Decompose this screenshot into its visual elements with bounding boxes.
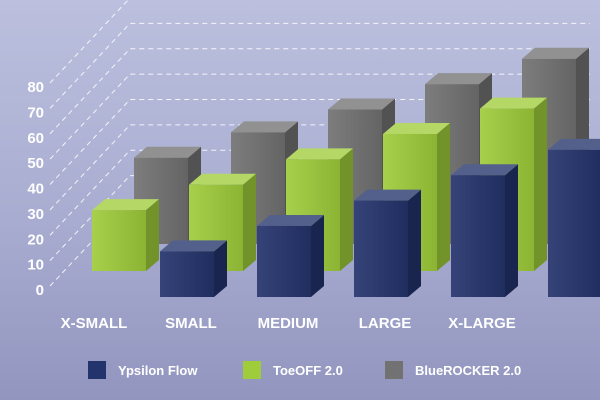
bar-ypsilon-flow-medium [354,189,421,297]
legend-item-toeoff-2-0: ToeOFF 2.0 [243,361,343,379]
bar-top-face [480,97,547,109]
bar-front-face [160,251,214,297]
x-tick-label-medium: MEDIUM [258,315,319,332]
series-ypsilon-flow [160,138,600,297]
y-tick-label-60: 60 [27,130,44,147]
gridline-60 [49,48,590,135]
bar-top-face [451,164,518,176]
x-tick-label-x-small: X-SMALL [61,315,128,332]
y-tick-label-80: 80 [27,79,44,96]
legend-label: BlueROCKER 2.0 [415,363,521,378]
y-tick-label-30: 30 [27,206,44,223]
bar-top-face [286,148,353,160]
bar-top-face [354,189,421,201]
legend-item-ypsilon-flow: Ypsilon Flow [88,361,198,379]
bar-side-face [505,164,518,297]
bar-front-face [548,149,600,297]
bar-top-face [383,122,450,134]
bar-top-face [189,173,256,185]
bar-side-face [214,240,227,297]
bar-front-face [257,225,311,297]
bar-side-face [534,97,547,271]
bar-front-face [92,210,146,271]
gridline-70 [49,22,590,109]
y-tick-label-20: 20 [27,231,44,248]
bar-top-face [160,240,227,252]
legend-swatch [243,361,261,379]
legend: Ypsilon Flow ToeOFF 2.0 BlueROCKER 2.0 [88,361,521,379]
bar-top-face [328,98,395,110]
x-tick-label-x-large: X-LARGE [448,315,516,332]
bar-side-face [408,189,421,297]
bar-ypsilon-flow-x-small [160,240,227,297]
bar-ypsilon-flow-small [257,214,324,297]
x-tick-label-large: LARGE [359,315,412,332]
bar-side-face [311,214,324,297]
y-tick-label-70: 70 [27,104,44,121]
bar-front-face [354,200,408,297]
y-tick-label-40: 40 [27,181,44,198]
legend-swatch [88,361,106,379]
bar-ypsilon-flow-large [451,164,518,297]
bar-top-face [92,199,159,211]
y-tick-label-0: 0 [36,282,44,299]
y-tick-label-50: 50 [27,155,44,172]
legend-label: ToeOFF 2.0 [273,363,343,378]
bar-ypsilon-flow-x-large [548,138,600,297]
gridline-80 [49,0,129,84]
bar-top-face [548,138,600,150]
bar-top-face [257,214,324,226]
bar-top-face [425,73,492,85]
bar-side-face [340,148,353,271]
bar-top-face [522,47,589,59]
legend-item-bluerocker-2-0: BlueROCKER 2.0 [385,361,521,379]
legend-swatch [385,361,403,379]
bar-top-face [231,121,298,133]
x-tick-label-small: SMALL [165,315,217,332]
y-tick-label-10: 10 [27,257,44,274]
gridline-50 [49,73,590,160]
bar-side-face [146,199,159,271]
bar-side-face [243,173,256,271]
bar-front-face [451,175,505,297]
bar-top-face [134,146,201,158]
legend-label: Ypsilon Flow [118,363,198,378]
bar-toeoff-2-0-x-small [92,199,159,271]
bar-side-face [437,122,450,271]
